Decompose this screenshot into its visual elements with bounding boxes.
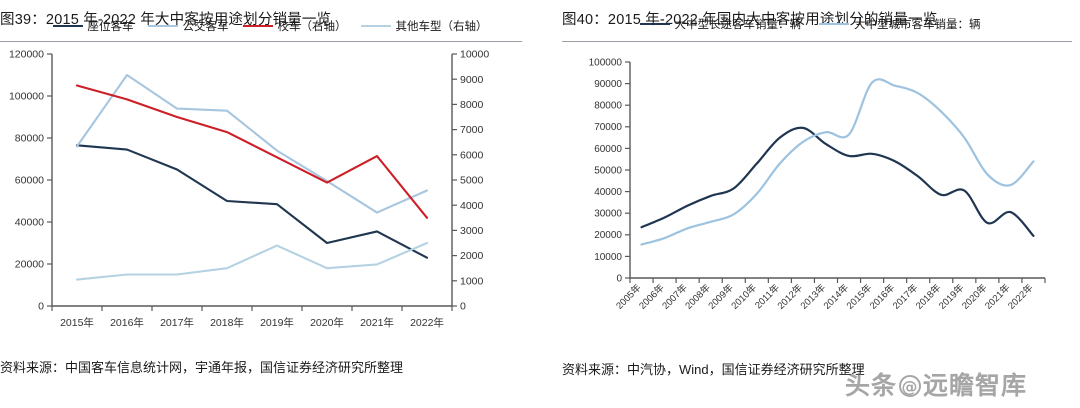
figure-40-source: 资料来源：中汽协，Wind，国信证券经济研究所整理 (562, 362, 865, 377)
legend-item-intercity-coach: 大中型长途客车销量：辆 (639, 16, 802, 32)
watermark-suffix: 远瞻智库 (923, 371, 1028, 400)
svg-text:2010年: 2010年 (729, 281, 760, 312)
svg-text:5000: 5000 (460, 175, 484, 187)
svg-text:40000: 40000 (594, 187, 622, 198)
svg-text:9000: 9000 (460, 74, 484, 86)
figure-40-plot: 0 10000 20000 30000 40000 50000 60000 70000 8000… (540, 40, 1080, 350)
svg-text:0: 0 (460, 301, 466, 313)
svg-text:7000: 7000 (460, 124, 484, 136)
legend-label-other-bus: 其他车型（右轴） (395, 21, 488, 33)
figure-39-source: 资料来源：中国客车信息统计网，宇通年报，国信证券经济研究所整理 (0, 360, 404, 375)
svg-text:80000: 80000 (594, 101, 622, 112)
svg-text:40000: 40000 (15, 217, 44, 229)
svg-text:100000: 100000 (9, 91, 44, 103)
svg-text:90000: 90000 (594, 79, 622, 90)
figure-39-legend: 座位客车 公交客车 校车（右轴） 其他车型（右轴） (0, 18, 540, 34)
legend-item-school-bus: 校车（右轴） (242, 18, 347, 34)
svg-text:4000: 4000 (460, 200, 484, 212)
watermark-at-icon: @ (899, 375, 922, 397)
svg-text:60000: 60000 (594, 144, 622, 155)
figure-40-legend: 大中型长途客车销量：辆 大中型城市客车销量：辆 (540, 16, 1080, 32)
svg-text:2019年: 2019年 (260, 316, 294, 329)
svg-text:2021年: 2021年 (360, 316, 394, 329)
legend-swatch-city-coach (819, 23, 849, 25)
legend-label-intercity-coach: 大中型长途客车销量：辆 (674, 19, 802, 31)
svg-text:2020年: 2020年 (310, 316, 344, 329)
svg-text:8000: 8000 (460, 99, 484, 111)
svg-text:30000: 30000 (594, 209, 622, 220)
svg-text:2022年: 2022年 (410, 316, 444, 329)
legend-swatch-other-bus (360, 25, 391, 27)
legend-label-school-bus: 校车（右轴） (277, 21, 347, 33)
legend-item-other-bus: 其他车型（右轴） (360, 18, 488, 34)
figure-panel-40: 图40：2015 年-2022 年国内大中客按用途划分的销量一览 大中型长途客车… (540, 0, 1080, 408)
figure-39-title-rule (0, 41, 522, 42)
legend-item-city-bus: 公交客车 (147, 18, 229, 34)
figure-39-header: 图39：2015 年-2022 年大中客按用途划分销量一览 (0, 8, 540, 42)
figure-39-svg: 0 20000 40000 60000 80000 100000 120000 0 1000 20… (9, 49, 489, 329)
legend-swatch-intercity-coach (639, 23, 670, 25)
svg-text:2016年: 2016年 (110, 316, 144, 329)
svg-text:2018年: 2018年 (210, 316, 244, 329)
svg-text:2015年: 2015年 (60, 316, 94, 329)
svg-text:6000: 6000 (460, 149, 484, 161)
legend-swatch-city-bus (147, 25, 178, 27)
legend-swatch-school-bus (242, 25, 273, 27)
figure-39-title: 图39：2015 年-2022 年大中客按用途划分销量一览 (0, 12, 332, 28)
legend-swatch-seated-bus (52, 25, 83, 27)
figure-panel-39: 图39：2015 年-2022 年大中客按用途划分销量一览 座位客车 公交客车 … (0, 8, 540, 375)
figure-40-title-rule (562, 41, 1072, 42)
svg-text:60000: 60000 (15, 175, 44, 187)
svg-text:10000: 10000 (594, 252, 622, 263)
svg-text:0: 0 (38, 301, 44, 313)
svg-text:3000: 3000 (460, 225, 484, 237)
watermark-prefix: 头条 (845, 371, 898, 400)
figure-40-svg: 0 10000 20000 30000 40000 50000 60000 70000 8000… (589, 57, 1046, 312)
svg-text:120000: 120000 (9, 49, 44, 61)
svg-text:20000: 20000 (594, 230, 622, 241)
svg-text:80000: 80000 (15, 133, 44, 145)
svg-text:1000: 1000 (460, 275, 484, 287)
svg-text:70000: 70000 (594, 122, 622, 133)
svg-text:2017年: 2017年 (160, 316, 194, 329)
legend-label-city-bus: 公交客车 (182, 21, 229, 33)
figure-39-plot: 0 20000 40000 60000 80000 100000 120000 0 1000 20… (0, 40, 540, 350)
svg-text:100000: 100000 (589, 57, 623, 68)
svg-text:2000: 2000 (460, 250, 484, 262)
legend-item-city-coach: 大中型城市客车销量：辆 (819, 16, 981, 32)
svg-text:2022年: 2022年 (1005, 281, 1036, 312)
svg-text:0: 0 (616, 273, 622, 284)
svg-text:10000: 10000 (460, 49, 489, 61)
watermark: 头条 @ 远瞻智库 (845, 366, 1027, 402)
legend-label-seated-bus: 座位客车 (87, 21, 134, 33)
svg-text:50000: 50000 (594, 165, 622, 176)
svg-text:20000: 20000 (15, 259, 44, 271)
legend-label-city-coach: 大中型城市客车销量：辆 (854, 19, 981, 31)
legend-item-seated-bus: 座位客车 (52, 18, 134, 34)
